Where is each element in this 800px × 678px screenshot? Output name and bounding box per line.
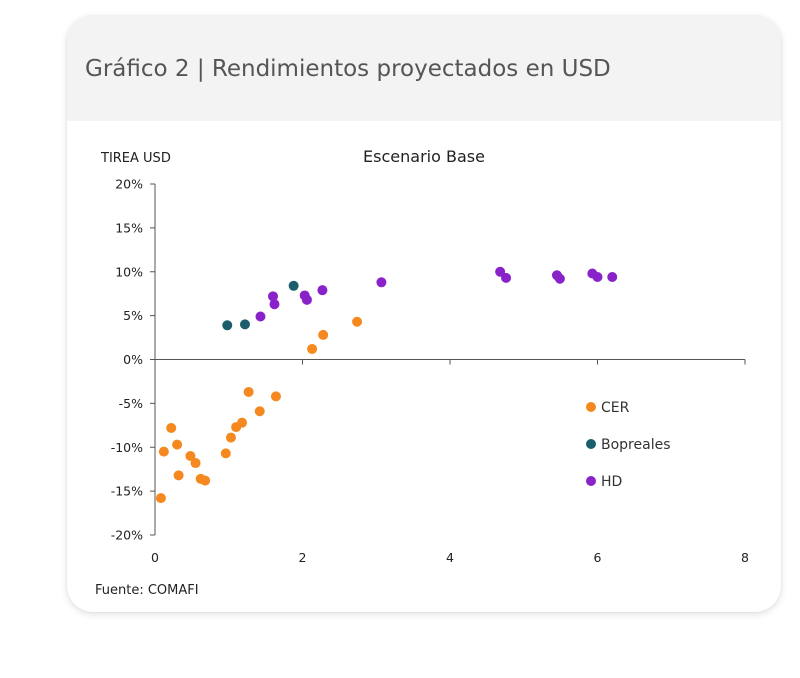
point-cer: [352, 316, 363, 327]
y-tick-label: 10%: [115, 264, 143, 279]
point-hd: [592, 272, 603, 283]
y-tick-label: 15%: [115, 220, 143, 235]
x-tick-label: 4: [446, 550, 454, 565]
x-axis-ticks: 0 2 4 6 8: [151, 359, 749, 565]
y-tick-label: 0%: [123, 352, 143, 367]
legend-label-bopreales: Bopreales: [601, 437, 671, 453]
y-axis-label: TIREA USD: [100, 151, 171, 166]
chart-card: Gráfico 2 | Rendimientos proyectados en …: [67, 16, 781, 612]
point-cer: [270, 391, 281, 402]
point-hd: [269, 299, 280, 310]
y-tick-label: -10%: [111, 440, 143, 455]
y-tick-label: -5%: [119, 396, 143, 411]
legend-label-hd: HD: [601, 474, 622, 490]
point-hd: [501, 272, 512, 283]
point-cer: [200, 475, 211, 486]
point-hd: [255, 311, 266, 322]
x-tick-label: 8: [741, 550, 749, 565]
point-bopreales: [288, 280, 299, 291]
data-points: [155, 266, 618, 504]
legend-label-cer: CER: [601, 400, 630, 416]
point-cer: [237, 417, 248, 428]
point-cer: [172, 439, 183, 450]
card-title: Gráfico 2 | Rendimientos proyectados en …: [85, 56, 611, 82]
chart-title: Escenario Base: [363, 147, 485, 166]
y-tick-label: -15%: [111, 484, 143, 499]
y-tick-label: 20%: [115, 177, 143, 192]
point-cer: [166, 422, 177, 433]
point-cer: [318, 329, 329, 340]
card-header: Gráfico 2 | Rendimientos proyectados en …: [67, 16, 781, 121]
point-cer: [190, 458, 201, 469]
point-cer: [158, 446, 169, 457]
point-hd: [301, 294, 312, 305]
y-tick-label: -20%: [111, 528, 143, 543]
point-hd: [317, 285, 328, 296]
point-hd: [554, 273, 565, 284]
legend-marker-cer: [586, 402, 596, 412]
point-cer: [254, 406, 265, 417]
y-axis-ticks: 20% 15% 10% 5% 0% -5% -10% -15% -20%: [111, 177, 155, 543]
x-tick-label: 6: [594, 550, 602, 565]
legend-marker-bopreales: [586, 439, 596, 449]
point-cer: [173, 470, 184, 481]
legend: CER Bopreales HD: [586, 400, 671, 490]
x-tick-label: 0: [151, 550, 159, 565]
y-tick-label: 5%: [123, 308, 143, 323]
x-tick-label: 2: [299, 550, 307, 565]
point-cer: [307, 343, 318, 354]
point-hd: [607, 272, 618, 283]
point-cer: [155, 493, 166, 504]
source-note: Fuente: COMAFI: [95, 583, 199, 598]
point-bopreales: [239, 319, 250, 330]
point-cer: [243, 386, 254, 397]
point-cer: [220, 448, 231, 459]
point-hd: [376, 277, 387, 288]
point-cer: [225, 432, 236, 443]
point-hd: [268, 291, 278, 302]
legend-marker-hd: [586, 476, 596, 486]
point-bopreales: [222, 320, 233, 331]
point-cer: [185, 451, 196, 462]
